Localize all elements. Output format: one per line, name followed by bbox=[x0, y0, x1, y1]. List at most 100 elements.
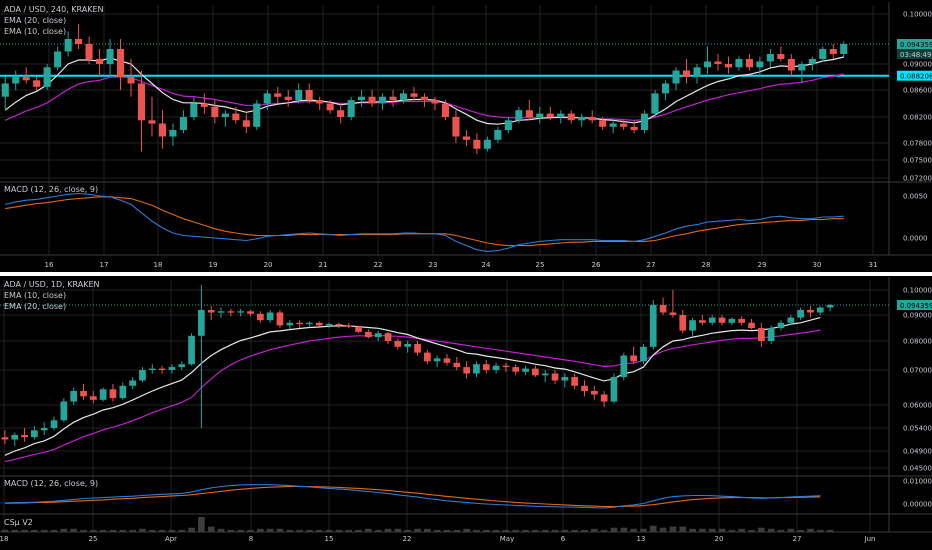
candle-body bbox=[532, 368, 539, 376]
candle-body bbox=[797, 310, 804, 318]
candle-body bbox=[424, 352, 431, 362]
volume-bar bbox=[266, 528, 274, 532]
volume-bar bbox=[40, 529, 48, 532]
candle-body bbox=[756, 61, 764, 68]
volume-bar bbox=[679, 526, 687, 532]
candle-body bbox=[777, 54, 785, 59]
candle-body bbox=[178, 364, 186, 368]
volume-bar bbox=[738, 528, 745, 532]
candle-body bbox=[345, 325, 353, 327]
candle-body bbox=[502, 365, 510, 368]
volume-bar bbox=[404, 529, 411, 532]
candle-body bbox=[253, 103, 261, 127]
candle-body bbox=[609, 123, 617, 127]
candle-body bbox=[708, 317, 716, 323]
volume-bar bbox=[207, 526, 215, 532]
candle-body bbox=[337, 110, 345, 117]
candle-body bbox=[75, 39, 83, 44]
marks-layer bbox=[0, 24, 889, 532]
candle-body bbox=[482, 364, 490, 370]
candle-body bbox=[512, 367, 520, 372]
candle-body bbox=[443, 358, 451, 363]
countdown-tag bbox=[897, 49, 932, 59]
candle-body bbox=[551, 373, 559, 381]
candle-body bbox=[669, 312, 677, 315]
candle-body bbox=[221, 113, 229, 117]
candle-body bbox=[211, 106, 219, 117]
volume-bar bbox=[31, 529, 38, 532]
candle-body bbox=[620, 123, 628, 127]
volume-bar bbox=[816, 529, 824, 532]
volume-bar bbox=[797, 529, 804, 532]
volume-bar bbox=[90, 529, 97, 532]
candle-body bbox=[257, 313, 264, 321]
time-axis-tick: 18 bbox=[154, 261, 163, 269]
macd-legend: MACD (12, 26, close, 9) bbox=[4, 185, 98, 194]
volume-bar bbox=[610, 527, 618, 532]
candle-body bbox=[158, 123, 166, 137]
candle-body bbox=[200, 103, 208, 107]
volume-bar bbox=[669, 526, 677, 532]
indicator-legend: EMA (10, close) bbox=[4, 27, 66, 36]
volume-bar bbox=[728, 529, 736, 532]
candle-body bbox=[148, 368, 156, 370]
candle-body bbox=[714, 61, 722, 64]
volume-bar bbox=[620, 527, 628, 532]
time-axis-tick: 6 bbox=[561, 535, 566, 543]
time-axis-tick: 27 bbox=[793, 535, 802, 543]
time-axis-tick: 24 bbox=[482, 261, 491, 269]
time-axis-tick: 26 bbox=[592, 261, 601, 269]
volume-bar bbox=[80, 529, 87, 532]
volume-bar bbox=[502, 529, 510, 532]
candle-body bbox=[207, 310, 215, 313]
volume-legend: CSμ V2 bbox=[4, 518, 33, 527]
volume-bar bbox=[581, 529, 588, 532]
candle-body bbox=[190, 103, 198, 117]
indicator-legend: EMA (10, close) bbox=[4, 291, 66, 300]
candle-body bbox=[315, 322, 323, 326]
macd-axis-tick: 0.0000 bbox=[903, 235, 928, 243]
candle-body bbox=[247, 311, 254, 314]
volume-bar bbox=[394, 528, 402, 532]
countdown-tag-text: 03:48:49 bbox=[900, 51, 931, 59]
volume-bar bbox=[551, 529, 559, 532]
last-price-tag bbox=[897, 39, 932, 49]
volume-bar bbox=[276, 528, 284, 532]
candle-body bbox=[70, 391, 77, 402]
candle-body bbox=[807, 310, 814, 313]
candle-body bbox=[431, 100, 439, 104]
candle-body bbox=[80, 391, 87, 397]
ema-slow-line bbox=[4, 329, 821, 463]
volume-bar bbox=[718, 528, 726, 532]
time-axis-tick: 17 bbox=[100, 261, 109, 269]
volume-bar bbox=[532, 529, 539, 532]
time-axis-tick: 30 bbox=[813, 261, 822, 269]
volume-bar bbox=[787, 528, 795, 532]
candle-body bbox=[649, 305, 657, 347]
volume-bar bbox=[315, 529, 323, 532]
candle-body bbox=[96, 59, 104, 64]
candle-body bbox=[286, 322, 294, 326]
volume-bar bbox=[50, 529, 58, 532]
volume-bar bbox=[482, 529, 490, 532]
volume-bar bbox=[600, 529, 608, 532]
candle-body bbox=[758, 328, 765, 341]
candle-body bbox=[119, 385, 127, 399]
candle-body bbox=[326, 103, 334, 111]
time-axis-tick: May bbox=[500, 535, 514, 543]
volume-bar bbox=[21, 529, 28, 532]
candle-body bbox=[284, 96, 292, 101]
time-axis-tick: Apr bbox=[165, 535, 177, 543]
volume-bar bbox=[198, 517, 205, 532]
candle-body bbox=[21, 434, 28, 438]
candle-body bbox=[400, 93, 408, 101]
volume-bar bbox=[433, 529, 441, 532]
candle-body bbox=[787, 317, 795, 323]
candle-body bbox=[463, 367, 470, 374]
candle-body bbox=[379, 96, 387, 104]
